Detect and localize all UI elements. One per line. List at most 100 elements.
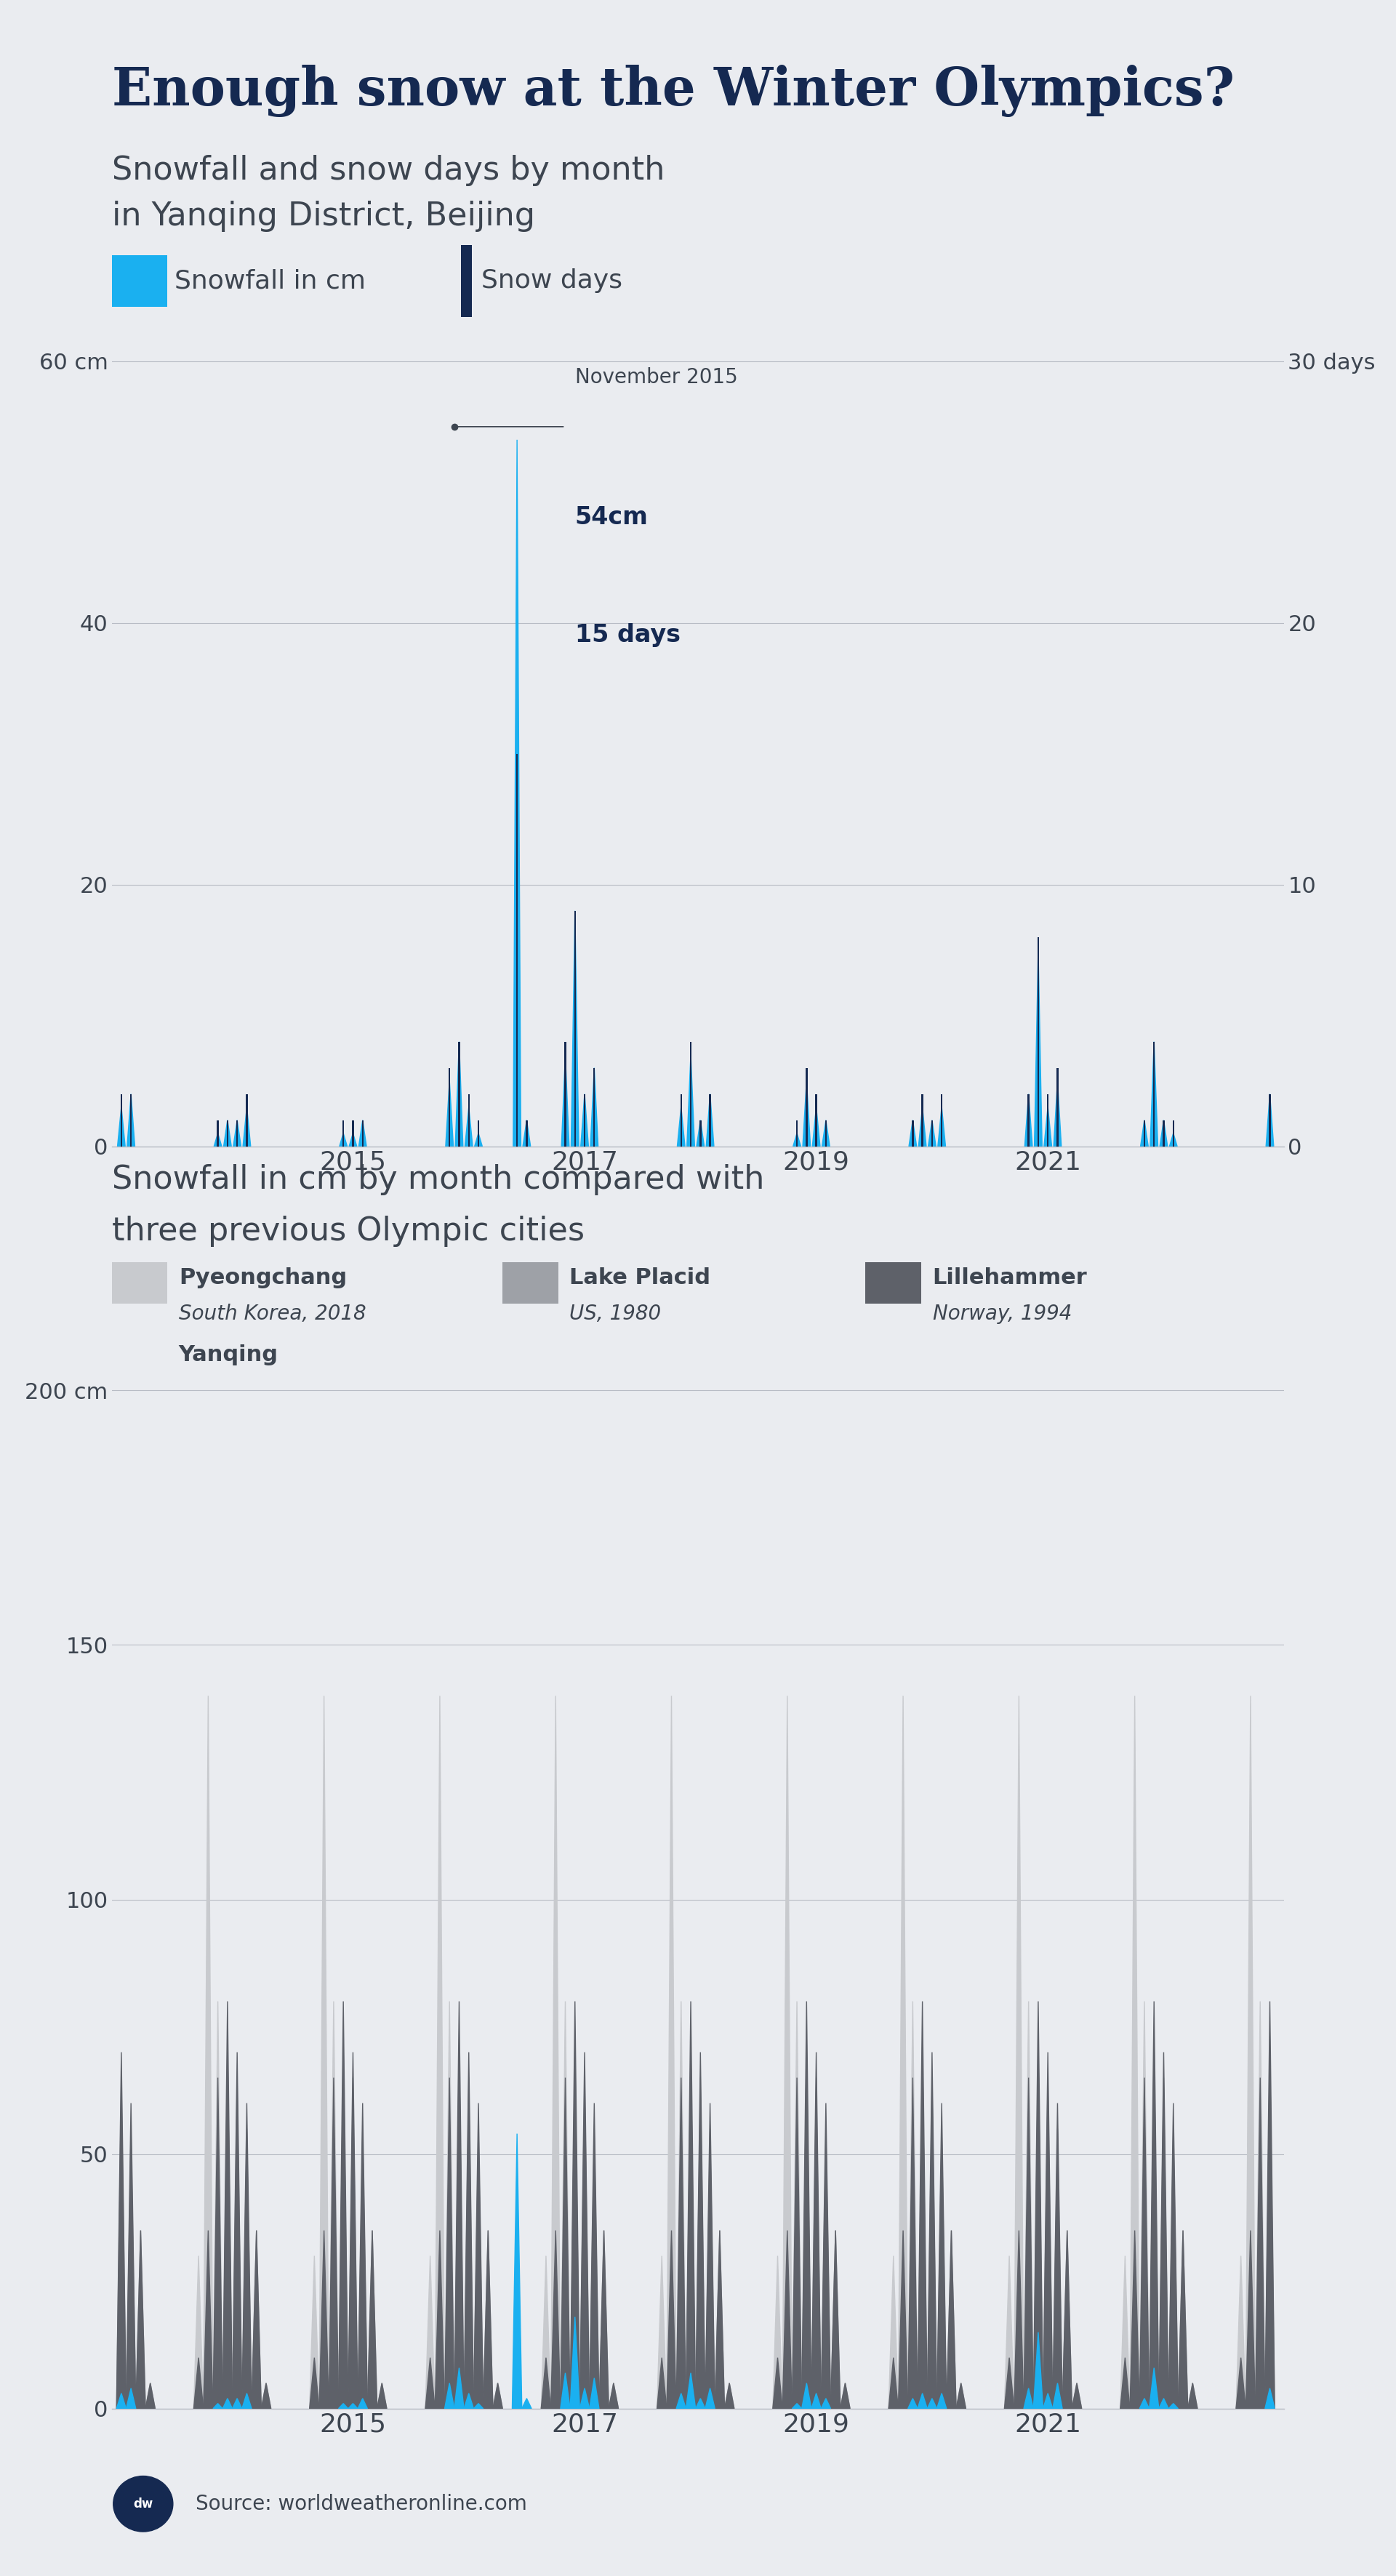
Polygon shape [367, 2231, 377, 2409]
Polygon shape [551, 2231, 560, 2409]
Polygon shape [445, 2383, 454, 2409]
Polygon shape [242, 2102, 251, 2409]
Polygon shape [223, 2002, 232, 2409]
Polygon shape [927, 2053, 937, 2409]
Polygon shape [338, 2002, 348, 2409]
Polygon shape [1043, 2079, 1053, 2409]
Polygon shape [329, 2002, 338, 2409]
Bar [468, 1095, 469, 1146]
Polygon shape [919, 1108, 927, 1146]
Polygon shape [812, 1108, 819, 1146]
Bar [362, 1121, 363, 1146]
Text: 54cm: 54cm [575, 505, 648, 528]
Polygon shape [463, 2079, 473, 2409]
Bar [517, 755, 518, 1146]
Polygon shape [560, 2079, 570, 2409]
Polygon shape [357, 2102, 367, 2409]
Polygon shape [1034, 951, 1041, 1146]
Text: Snowfall in cm by month compared with: Snowfall in cm by month compared with [112, 1164, 764, 1195]
Bar [593, 1069, 595, 1146]
Polygon shape [1043, 2053, 1053, 2409]
Polygon shape [522, 2398, 532, 2409]
Bar [1163, 1121, 1164, 1146]
Polygon shape [1235, 2257, 1245, 2409]
Polygon shape [473, 2128, 483, 2409]
Bar [699, 1121, 701, 1146]
Polygon shape [194, 2383, 204, 2409]
Polygon shape [946, 2231, 956, 2409]
Polygon shape [685, 2053, 695, 2409]
Text: Pyeongchang: Pyeongchang [179, 1267, 346, 1288]
Bar [1047, 1095, 1048, 1146]
Polygon shape [348, 2403, 357, 2409]
Polygon shape [1013, 2306, 1023, 2409]
Polygon shape [514, 440, 521, 1146]
Text: November 2015: November 2015 [575, 366, 737, 386]
Polygon shape [715, 2231, 725, 2409]
Polygon shape [1120, 2357, 1129, 2409]
Polygon shape [117, 1108, 126, 1146]
Polygon shape [1023, 2002, 1033, 2409]
Bar [680, 1095, 683, 1146]
Bar [796, 1121, 797, 1146]
Polygon shape [1139, 2154, 1149, 2409]
Polygon shape [1033, 2053, 1043, 2409]
Polygon shape [589, 2128, 599, 2409]
Polygon shape [937, 2102, 946, 2409]
Polygon shape [1013, 2231, 1023, 2409]
Polygon shape [542, 2383, 551, 2409]
Polygon shape [917, 2002, 927, 2409]
Polygon shape [773, 2257, 782, 2409]
Polygon shape [706, 1095, 713, 1146]
Polygon shape [483, 2231, 493, 2409]
Text: Enough snow at the Winter Olympics?: Enough snow at the Winter Olympics? [112, 64, 1234, 116]
Polygon shape [320, 2306, 329, 2409]
Polygon shape [658, 2383, 667, 2409]
Polygon shape [1159, 2079, 1168, 2409]
Polygon shape [1033, 2331, 1043, 2409]
Polygon shape [261, 2383, 271, 2409]
Polygon shape [1023, 2154, 1033, 2409]
Polygon shape [1168, 2102, 1178, 2409]
Polygon shape [1054, 1082, 1061, 1146]
Polygon shape [676, 2154, 685, 2409]
Polygon shape [560, 2372, 570, 2409]
Polygon shape [685, 2372, 695, 2409]
Polygon shape [1141, 1121, 1149, 1146]
Polygon shape [889, 2257, 898, 2409]
Polygon shape [426, 2383, 436, 2409]
Polygon shape [1149, 2306, 1159, 2409]
Polygon shape [436, 2231, 445, 2409]
Polygon shape [214, 2079, 223, 2409]
Polygon shape [194, 2257, 204, 2409]
Text: US, 1980: US, 1980 [570, 1303, 662, 1324]
Polygon shape [1120, 2257, 1129, 2409]
Polygon shape [320, 1695, 329, 2409]
Text: dw: dw [133, 2496, 154, 2512]
Polygon shape [782, 1695, 792, 2409]
Polygon shape [570, 2002, 579, 2409]
Polygon shape [695, 2079, 705, 2409]
Polygon shape [338, 2306, 348, 2409]
Polygon shape [928, 1121, 935, 1146]
Polygon shape [251, 2231, 261, 2409]
Polygon shape [445, 1082, 454, 1146]
Polygon shape [1265, 2053, 1275, 2409]
Polygon shape [685, 2306, 695, 2409]
Polygon shape [937, 2393, 946, 2409]
Text: Lillehammer: Lillehammer [933, 1267, 1087, 1288]
Polygon shape [483, 2231, 493, 2409]
Polygon shape [377, 2383, 387, 2409]
Bar [477, 1121, 479, 1146]
Polygon shape [127, 1095, 135, 1146]
Polygon shape [426, 2357, 436, 2409]
Polygon shape [1266, 1095, 1273, 1146]
Polygon shape [676, 2393, 685, 2409]
Bar [448, 1069, 451, 1146]
Polygon shape [475, 1133, 482, 1146]
Polygon shape [1188, 2383, 1198, 2409]
Bar [564, 1041, 567, 1146]
Polygon shape [242, 2393, 251, 2409]
Polygon shape [1023, 2388, 1033, 2409]
Polygon shape [1245, 2306, 1255, 2409]
